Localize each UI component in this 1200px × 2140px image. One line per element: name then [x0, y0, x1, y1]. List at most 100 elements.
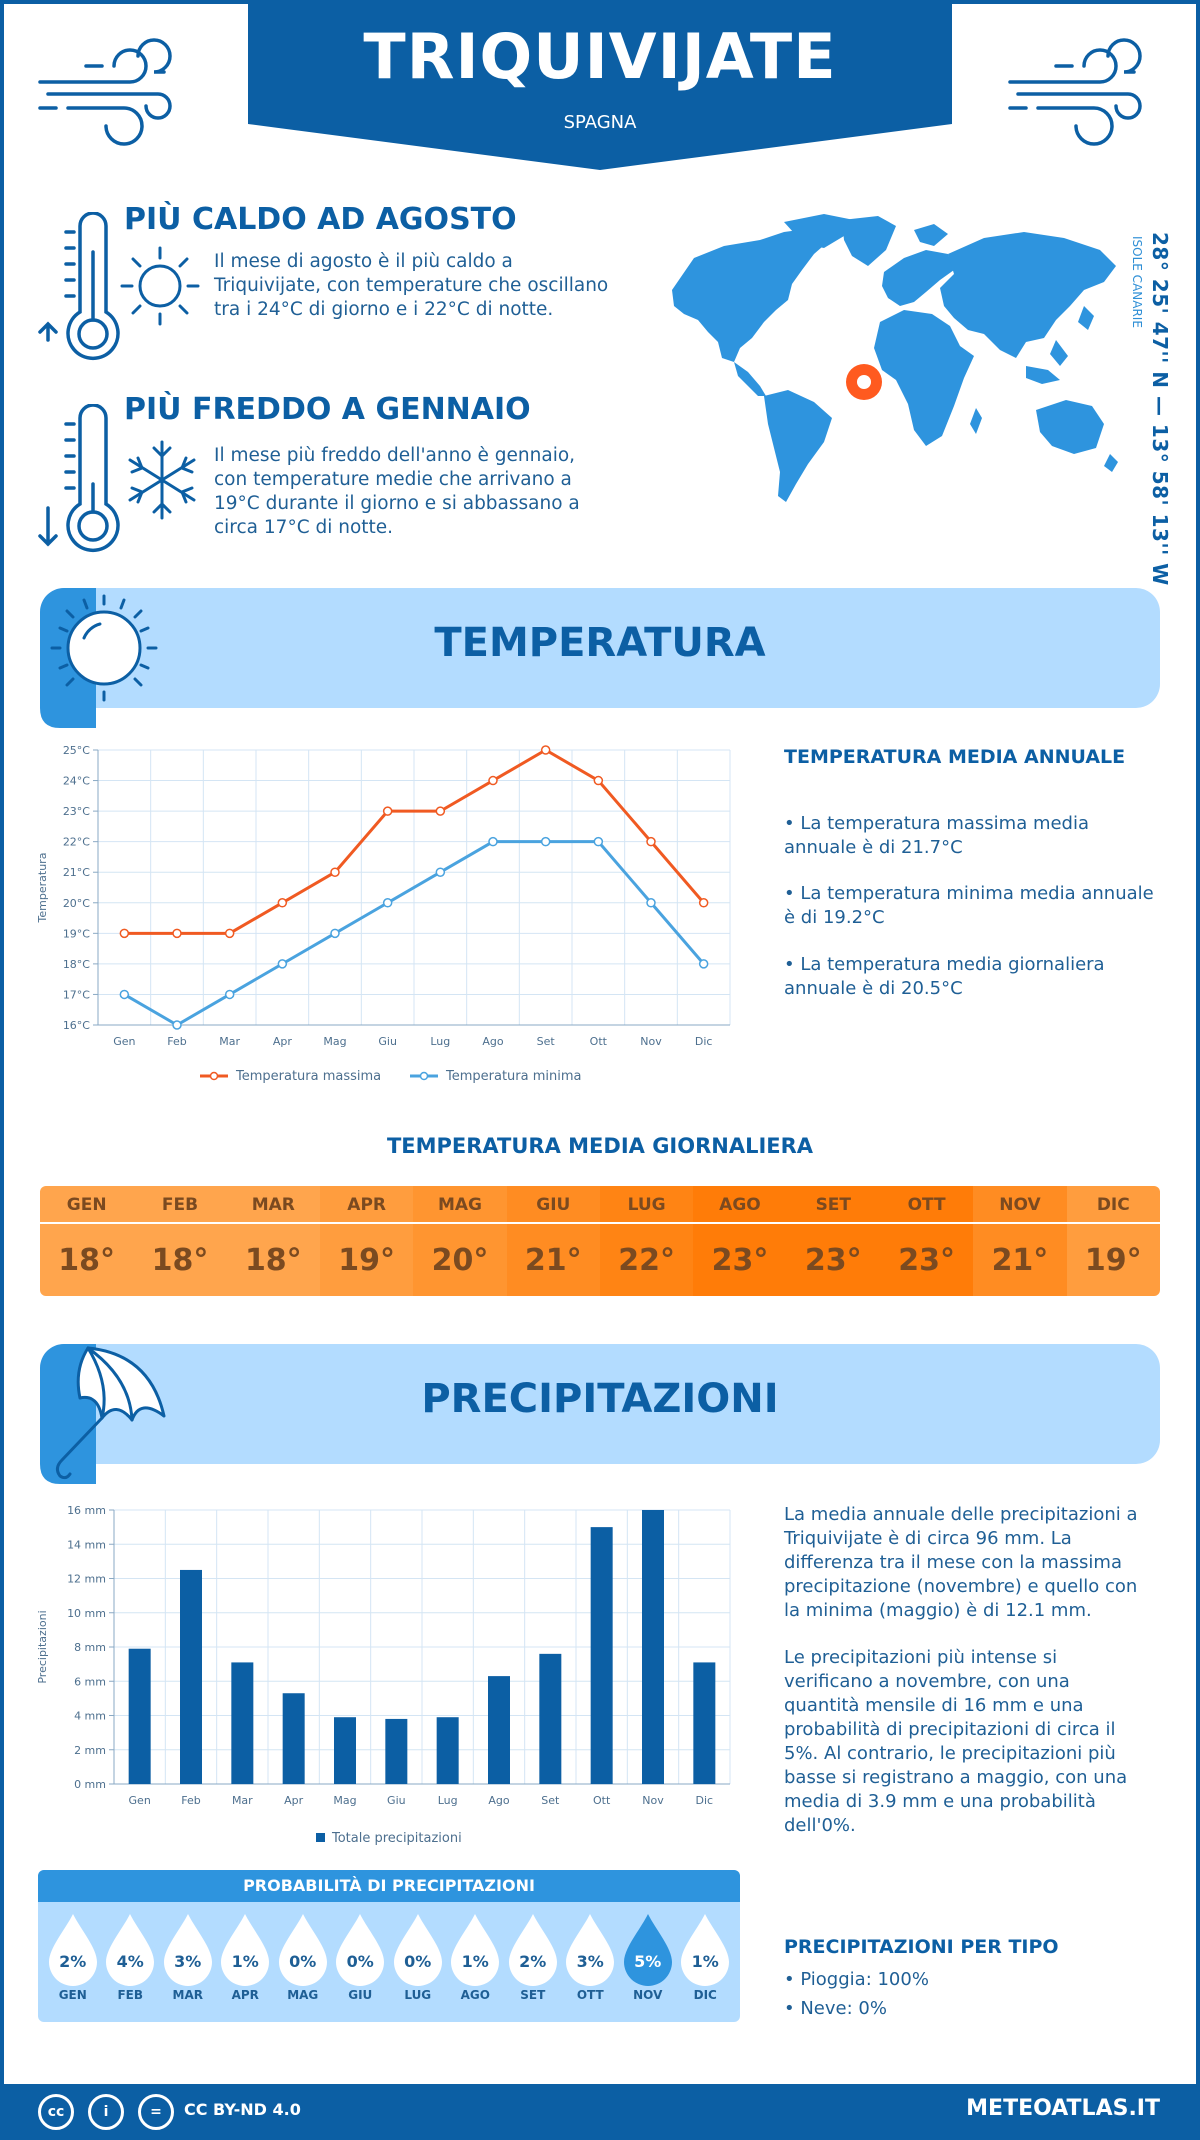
precip-probability-value: 1%: [461, 1952, 489, 1971]
raindrop-icon: 0%: [392, 1912, 444, 1986]
y-tick-label: 14 mm: [67, 1538, 106, 1551]
footer: [0, 2084, 1200, 2140]
precipitation-chart: 0 mm 2 mm 4 mm 6 mm 8 mm 10 mm 12 mm 14 mm 16 mm…: [36, 1504, 731, 1846]
daily-temp-month: MAR: [226, 1186, 320, 1224]
daily-temp-value: 21°: [991, 1242, 1049, 1278]
x-tick-label: Ago: [482, 1035, 504, 1048]
data-point: [382, 806, 393, 816]
license-label[interactable]: CC BY-ND 4.0: [184, 2100, 301, 2119]
data-point: [540, 836, 551, 847]
precip-probability-cell: 1% APR: [217, 1912, 275, 2002]
precip-probability-cell: 0% LUG: [389, 1912, 447, 2002]
x-tick-label: Dic: [695, 1035, 713, 1048]
daily-temp-month: LUG: [599, 1186, 694, 1224]
data-point: [488, 775, 498, 786]
daily-temp-cell: MAG 20°: [413, 1186, 507, 1296]
site-link[interactable]: METEOATLAS.IT: [966, 2096, 1160, 2121]
x-tick-label: Feb: [167, 1035, 186, 1048]
x-tick-label: Set: [541, 1794, 560, 1807]
precip-probability-value: 2%: [519, 1952, 547, 1971]
daily-temp-month: APR: [319, 1186, 414, 1224]
precip-bar: [436, 1717, 459, 1784]
data-point: [119, 989, 130, 1000]
precip-probability-cell: 1% DIC: [677, 1912, 735, 2002]
daily-temp-title: TEMPERATURA MEDIA GIORNALIERA: [386, 1134, 814, 1158]
precip-probability-month: APR: [231, 1988, 259, 2002]
precip-probability-month: MAR: [172, 1988, 203, 2002]
world-map: [672, 214, 1118, 502]
daily-temp-value: 18°: [151, 1242, 209, 1278]
x-tick-label: Apr: [284, 1794, 304, 1807]
daily-temp-month: MAG: [413, 1186, 507, 1224]
precip-probability-cell: 2% SET: [504, 1912, 562, 2002]
data-point: [698, 898, 709, 908]
x-tick-label: Mar: [232, 1794, 253, 1807]
raindrop-icon: 3%: [162, 1912, 214, 1986]
data-point: [646, 836, 656, 847]
precip-probability-panel: PROBABILITÀ DI PRECIPITAZIONI 2% GEN 4% FEB…: [38, 1870, 740, 2022]
x-tick-label: Ago: [488, 1794, 510, 1807]
precip-probability-month: DIC: [693, 1988, 717, 2002]
legend-marker: [419, 1071, 429, 1081]
x-tick-label: Mag: [333, 1794, 356, 1807]
data-point: [435, 806, 446, 816]
raindrop-icon: 1%: [449, 1912, 501, 1986]
precip-probability-month: GEN: [58, 1988, 87, 2002]
wind-icon-right: [1008, 38, 1142, 146]
y-tick-label: 24°C: [63, 775, 90, 788]
y-tick-label: 16°C: [63, 1019, 90, 1032]
sun-band-icon: [40, 588, 158, 728]
x-tick-label: Gen: [113, 1035, 135, 1048]
precip-bar: [128, 1648, 151, 1784]
daily-temp-value: 23°: [711, 1242, 769, 1278]
y-axis-label: Precipitazioni: [36, 1610, 49, 1683]
precip-probability-value: 0%: [346, 1952, 374, 1971]
daily-temp-cell: APR 19°: [319, 1186, 414, 1296]
data-point: [646, 898, 656, 908]
legend-item: Temperatura minima: [410, 1069, 582, 1084]
annual-temp-heading: TEMPERATURA MEDIA ANNUALE: [784, 746, 1126, 768]
x-tick-label: Giu: [387, 1794, 406, 1807]
precip-probability-value: 4%: [116, 1952, 144, 1971]
y-tick-label: 2 mm: [74, 1744, 106, 1757]
temperature-band: [40, 588, 1160, 708]
precip-probability-month: AGO: [460, 1988, 490, 2002]
data-point: [382, 898, 393, 908]
daily-temp-table: GEN 18° FEB 18° MAR 18° APR 19° MAG 20° GIU 21° LUG 2…: [40, 1186, 1160, 1296]
legend-item: Temperatura massima: [200, 1069, 381, 1084]
y-tick-label: 6 mm: [74, 1675, 106, 1688]
raindrop-icon: 0%: [334, 1912, 386, 1986]
annual-temp-point-min: • La temperatura minima media annuale è …: [784, 883, 1154, 928]
data-point: [277, 959, 288, 969]
raindrop-icon: 0%: [277, 1912, 329, 1986]
precip-probability-cell: 5% NOV: [619, 1912, 677, 2002]
coordinates: 28° 25' 47'' N — 13° 58' 13'' W: [1148, 232, 1172, 586]
raindrop-icon: 1%: [219, 1912, 271, 1986]
y-tick-label: 17°C: [63, 988, 90, 1001]
precip-probability-value: 3%: [174, 1952, 202, 1971]
precip-bar: [642, 1510, 664, 1784]
x-tick-label: Apr: [273, 1035, 293, 1048]
precip-probability-cell: 2% GEN: [44, 1912, 102, 2002]
country-label: SPAGNA: [563, 112, 637, 133]
daily-temp-month: AGO: [693, 1186, 787, 1224]
attribution-icon: i: [88, 2094, 124, 2130]
precip-text-2: Le precipitazioni più intense si verific…: [784, 1647, 1128, 1836]
series-line-max: [124, 748, 705, 935]
daily-temp-value: 23°: [898, 1242, 955, 1278]
precip-probability-value: 1%: [231, 1952, 259, 1971]
x-tick-label: Giu: [378, 1035, 397, 1048]
daily-temp-value: 20°: [431, 1242, 489, 1278]
daily-temp-value: 21°: [524, 1242, 582, 1278]
legend-label: Temperatura massima: [235, 1069, 381, 1084]
coldest-text: Il mese più freddo dell'anno è gennaio, …: [214, 445, 580, 538]
precip-probability-month: SET: [520, 1988, 546, 2002]
data-point: [119, 928, 130, 939]
y-tick-label: 21°C: [63, 866, 90, 879]
data-point: [488, 836, 498, 847]
precip-bar: [590, 1527, 613, 1784]
raindrop-icon: 5%: [622, 1912, 674, 1986]
precip-probability-month: OTT: [576, 1988, 604, 2002]
data-point: [224, 989, 235, 1000]
precip-bar: [180, 1569, 202, 1784]
